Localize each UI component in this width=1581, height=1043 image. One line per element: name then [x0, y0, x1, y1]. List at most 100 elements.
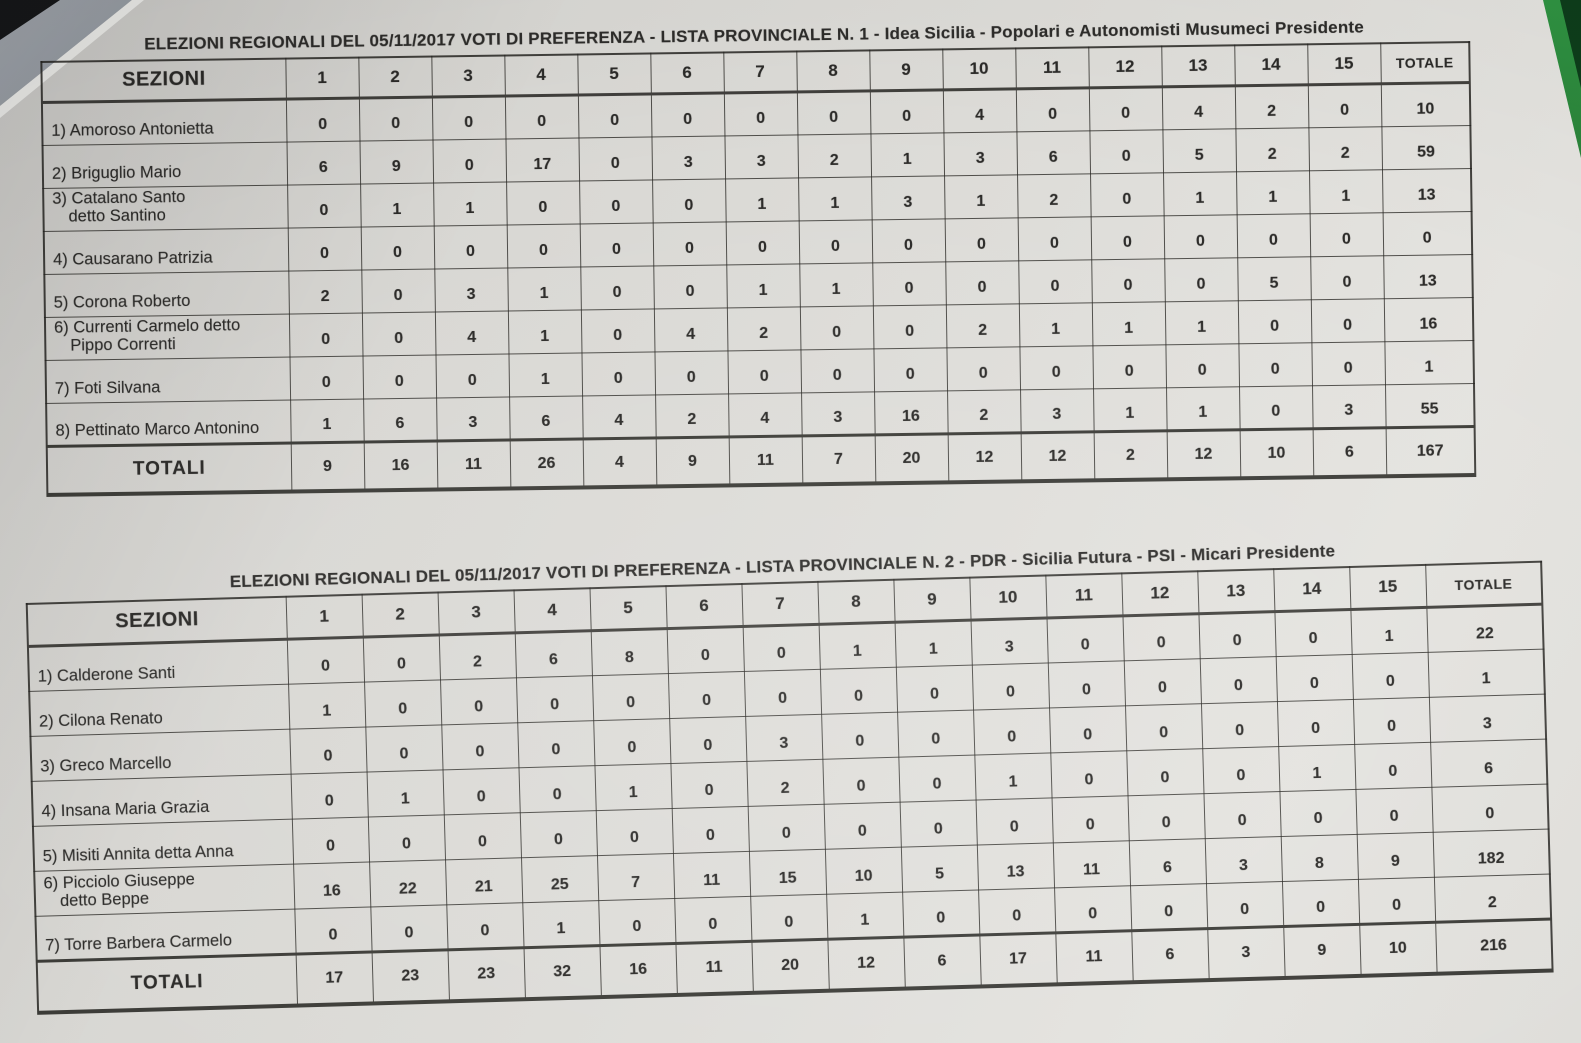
- vote-count-cell: 0: [1126, 748, 1204, 796]
- candidate-name-cell: 8) Pettinato Marco Antonino: [46, 399, 291, 446]
- column-total-cell: 7: [801, 434, 876, 485]
- vote-count-cell: 16: [874, 390, 948, 435]
- vote-count-cell: 1: [507, 266, 581, 311]
- vote-count-cell: 0: [290, 771, 368, 819]
- vote-count-cell: 0: [1124, 703, 1203, 751]
- column-total-cell: 17: [979, 932, 1057, 987]
- section-number-header: 8: [817, 579, 895, 624]
- vote-count-cell: 0: [1046, 615, 1124, 663]
- vote-count-cell: 0: [1017, 216, 1092, 261]
- candidate-name-line: Pippo Correnti: [70, 334, 176, 355]
- vote-count-cell: 5: [1237, 256, 1311, 301]
- column-total-cell: 9: [1283, 923, 1361, 978]
- section-number-header: 12: [1121, 571, 1199, 616]
- vote-count-cell: 0: [1274, 609, 1352, 657]
- vote-count-cell: 3: [434, 267, 508, 312]
- row-total-cell: 22: [1426, 603, 1544, 652]
- vote-count-cell: 0: [580, 308, 655, 353]
- vote-count-cell: 0: [872, 261, 946, 306]
- vote-count-cell: 0: [362, 634, 440, 682]
- vote-count-cell: 0: [800, 348, 875, 393]
- vote-count-cell: 1: [818, 621, 896, 669]
- vote-count-cell: 0: [872, 304, 947, 349]
- preference-votes-table-2: ELEZIONI REGIONALI DEL 05/11/2017 VOTI D…: [25, 536, 1554, 1015]
- vote-count-cell: 1: [826, 891, 904, 939]
- section-number-header: 14: [1234, 44, 1308, 86]
- vote-count-cell: 0: [1236, 213, 1311, 258]
- vote-count-cell: 0: [1275, 653, 1353, 702]
- vote-count-cell: 0: [598, 897, 676, 946]
- vote-count-cell: 0: [819, 666, 898, 714]
- vote-count-cell: 0: [578, 136, 653, 181]
- vote-count-cell: 0: [1051, 795, 1129, 843]
- votes-table: SEZIONI 1 2 3 4 5 6 7 8 9 10 11 12 13 14 15 TOTALE 1) Cal…: [25, 560, 1554, 1015]
- vote-count-cell: 0: [1123, 658, 1201, 706]
- candidate-name-line: 4) Causarano Patrizia: [52, 248, 213, 269]
- column-total-cell: 16: [599, 942, 677, 998]
- vote-count-cell: 0: [358, 96, 433, 141]
- vote-count-cell: 9: [359, 139, 434, 184]
- candidate-name-line: 4) Insana Maria Grazia: [41, 797, 210, 821]
- column-total-cell: 3: [1207, 926, 1285, 981]
- vote-count-cell: 0: [1054, 885, 1132, 933]
- vote-count-cell: 5: [1162, 128, 1237, 173]
- vote-count-cell: 1: [1091, 301, 1166, 346]
- votes-table: SEZIONI 1 2 3 4 5 6 7 8 9 10 11 12 13 14 15 TOTALE 1) Amo…: [40, 41, 1477, 497]
- section-number-header: 7: [723, 51, 797, 93]
- vote-count-cell: 0: [285, 97, 360, 142]
- vote-count-cell: 0: [365, 724, 443, 772]
- vote-count-cell: 2: [726, 306, 801, 351]
- vote-count-cell: 0: [435, 353, 510, 398]
- column-total-cell: 2: [1093, 430, 1168, 481]
- column-total-cell: 12: [827, 936, 905, 991]
- column-total-cell: 26: [509, 438, 584, 489]
- vote-count-cell: 0: [1352, 696, 1431, 744]
- vote-count-cell: 1: [1166, 386, 1240, 431]
- column-total-cell: 11: [1055, 930, 1133, 985]
- vote-count-cell: 0: [580, 265, 654, 310]
- vote-count-cell: 0: [1165, 343, 1240, 388]
- section-number-header: 15: [1307, 43, 1381, 85]
- vote-count-cell: 0: [1238, 342, 1313, 387]
- vote-count-cell: 1: [1350, 606, 1428, 654]
- vote-count-cell: 2: [746, 758, 824, 806]
- preference-votes-table-1: ELEZIONI REGIONALI DEL 05/11/2017 VOTI D…: [40, 16, 1477, 497]
- vote-count-cell: 0: [287, 183, 361, 228]
- column-total-cell: 10: [1359, 921, 1437, 976]
- totals-label-cell: TOTALI: [36, 953, 298, 1013]
- vote-count-cell: 0: [370, 904, 448, 952]
- column-total-cell: 11: [436, 439, 511, 490]
- vote-count-cell: 5: [900, 844, 979, 892]
- vote-count-cell: 2: [1235, 127, 1309, 172]
- column-total-cell: 9: [290, 441, 365, 492]
- section-number-header: 6: [650, 52, 724, 94]
- vote-count-cell: 3: [970, 617, 1048, 665]
- vote-count-cell: 1: [870, 132, 945, 177]
- vote-count-cell: 2: [288, 269, 362, 314]
- vote-count-cell: 1: [290, 398, 364, 443]
- vote-count-cell: 0: [650, 92, 725, 137]
- vote-count-cell: 4: [942, 88, 1017, 133]
- vote-count-cell: 0: [287, 226, 362, 271]
- candidate-name-cell: 6) Picciolo Giuseppe detto Beppe: [34, 863, 295, 916]
- vote-count-cell: 1: [944, 174, 1018, 219]
- vote-count-cell: 1: [522, 900, 600, 948]
- column-total-cell: 23: [447, 947, 525, 1002]
- candidate-name-cell: 7) Torre Barbera Carmelo: [35, 908, 296, 961]
- candidate-name-line: 5) Corona Roberto: [53, 291, 191, 312]
- vote-count-cell: 6: [1128, 838, 1206, 886]
- row-total-cell: 2: [1433, 873, 1552, 922]
- vote-count-cell: 0: [1092, 344, 1167, 389]
- vote-count-cell: 1: [799, 262, 873, 307]
- vote-count-cell: 13: [976, 842, 1055, 890]
- vote-count-cell: 3: [745, 713, 823, 761]
- vote-count-cell: 0: [1279, 788, 1357, 837]
- vote-count-cell: 0: [871, 218, 946, 263]
- totale-header: TOTALE: [1425, 561, 1543, 607]
- vote-count-cell: 0: [652, 178, 726, 223]
- row-total-cell: 59: [1381, 125, 1471, 170]
- vote-count-cell: 0: [902, 889, 980, 937]
- vote-count-cell: 0: [653, 264, 727, 309]
- vote-count-cell: 1: [894, 619, 972, 667]
- vote-count-cell: 1: [1018, 302, 1093, 347]
